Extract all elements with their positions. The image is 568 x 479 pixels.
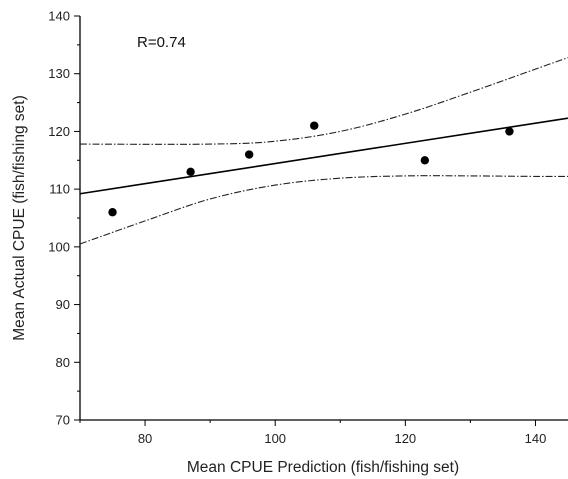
regression-line [79, 117, 568, 195]
y-tick-label: 100 [48, 239, 70, 254]
data-point [310, 121, 319, 130]
x-tick-label: 100 [264, 431, 286, 446]
data-point [244, 150, 254, 159]
data-point [108, 208, 117, 217]
y-tick-label: 140 [48, 9, 70, 24]
y-tick-label: 110 [49, 182, 70, 197]
y-tick-label: 130 [48, 66, 70, 81]
lower-confidence-curve [79, 175, 568, 245]
data-point [186, 167, 195, 177]
x-tick-label: 80 [138, 431, 152, 446]
x-axis-title: Mean CPUE Prediction (fish/fishing set) [187, 459, 459, 476]
y-tick-label: 90 [56, 297, 70, 312]
x-tick-label: 120 [394, 431, 416, 446]
y-tick-label: 70 [56, 413, 70, 428]
y-tick-label: 80 [56, 355, 70, 370]
y-axis-title: Mean Actual CPUE (fish/fishing set) [11, 95, 28, 341]
data-point [420, 156, 430, 165]
upper-confidence-curve [79, 57, 568, 145]
data-point [505, 127, 514, 136]
r-value-annotation: R=0.74 [137, 34, 186, 51]
plot-area: 70 80 90 100 110 120 130 140 80 100 120 140 [48, 9, 568, 446]
x-tick-label: 140 [525, 431, 547, 446]
y-tick-label: 120 [48, 124, 70, 139]
